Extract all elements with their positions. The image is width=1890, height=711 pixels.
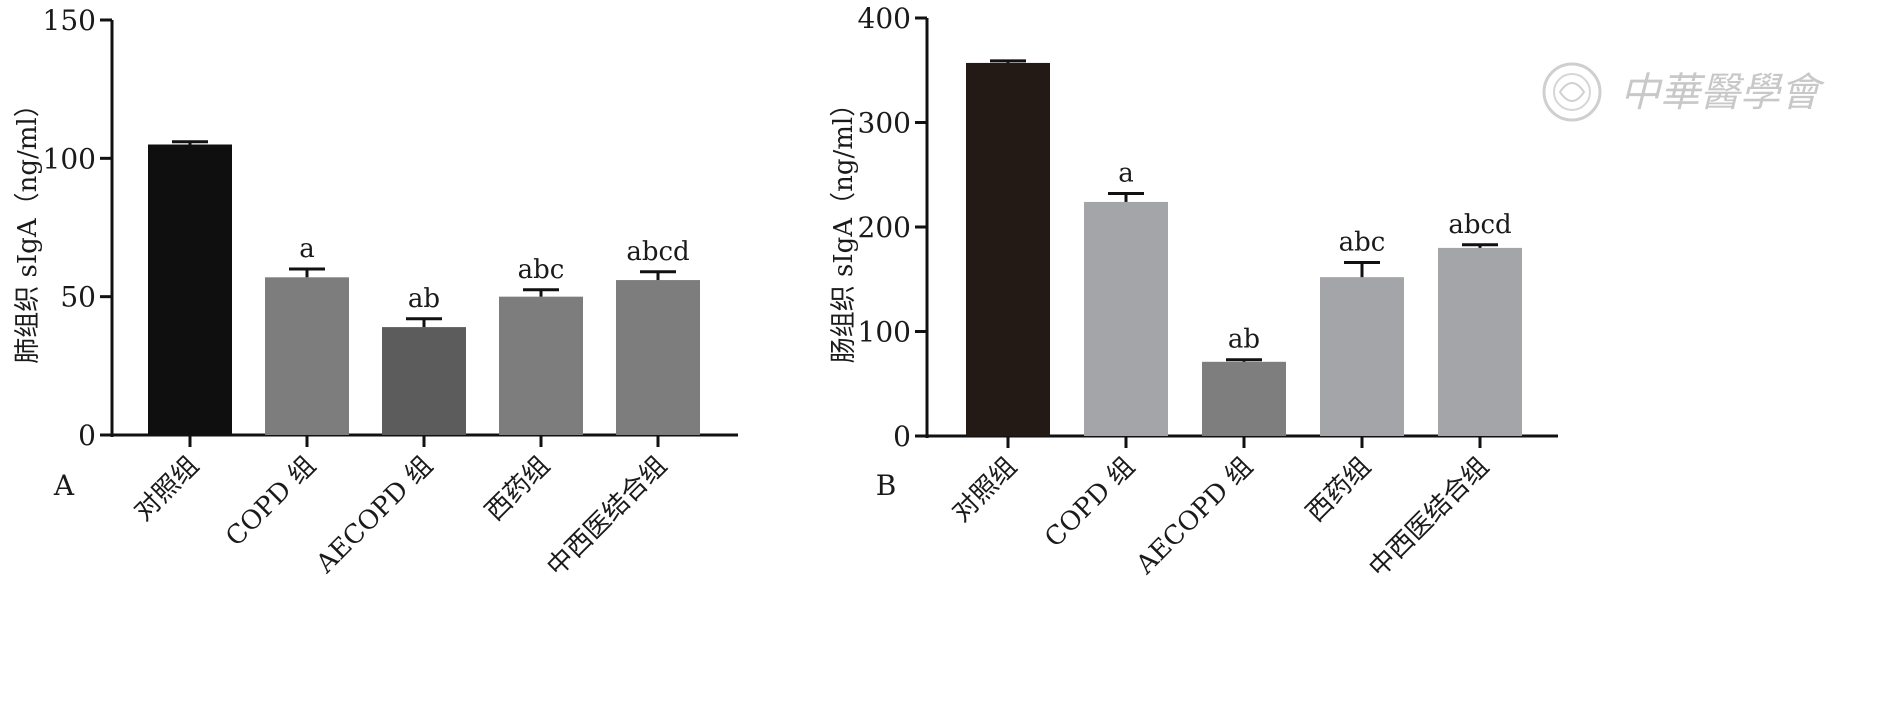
x-tick-label: AECOPD 组 <box>1130 452 1259 581</box>
y-axis-title: 肺组织 sIgA（ng/ml） <box>13 91 43 363</box>
y-tick-label: 50 <box>60 281 96 314</box>
bar <box>382 327 466 435</box>
watermark: 中華醫學會 <box>1542 62 1825 122</box>
x-tick-label: 对照组 <box>947 452 1023 528</box>
x-tick-label: 中西医结合组 <box>541 451 673 583</box>
x-tick-label: 西药组 <box>480 451 556 527</box>
panel-label: B <box>876 469 897 502</box>
x-tick-label: COPD 组 <box>1039 452 1141 554</box>
bar <box>1202 361 1286 436</box>
y-tick-label: 300 <box>858 107 911 140</box>
significance-label: abcd <box>1448 210 1511 240</box>
significance-label: ab <box>408 284 440 314</box>
bar <box>1438 247 1522 436</box>
significance-label: abc <box>518 255 565 285</box>
significance-label: abc <box>1339 228 1386 258</box>
x-tick-label: 中西医结合组 <box>1363 452 1495 584</box>
bar <box>616 280 700 435</box>
bar <box>499 296 583 435</box>
panel-label: A <box>53 469 75 502</box>
x-tick-label: 对照组 <box>129 451 205 527</box>
significance-label: a <box>299 234 315 264</box>
y-tick-label: 0 <box>78 419 96 452</box>
x-tick-label: COPD 组 <box>220 451 322 553</box>
chart-panel-a: 0 50 100 150 肺组织 sIgA（ng/ml） A 对照组 a COPD 组 ab AEC… <box>13 4 738 582</box>
bar <box>1320 277 1404 436</box>
bar <box>1084 201 1168 436</box>
y-tick-label: 200 <box>858 211 911 244</box>
significance-label: ab <box>1228 325 1260 355</box>
significance-label: a <box>1118 159 1134 189</box>
bar <box>265 277 349 435</box>
watermark-text: 中華醫學會 <box>1620 70 1825 116</box>
y-tick-label: 150 <box>43 4 96 37</box>
bar <box>148 144 232 435</box>
chart-panel-b: 0 100 200 300 400 肠组织 sIgA（ng/ml） B 对照组 a COPD 组 a… <box>829 2 1558 583</box>
y-tick-label: 400 <box>858 2 911 35</box>
x-tick-label: 西药组 <box>1301 452 1377 528</box>
y-tick-label: 0 <box>893 420 911 453</box>
bar <box>966 62 1050 437</box>
society-seal-icon <box>1542 62 1602 122</box>
y-tick-label: 100 <box>43 142 96 175</box>
x-tick-label: AECOPD 组 <box>310 451 439 580</box>
y-tick-label: 100 <box>858 316 911 349</box>
significance-label: abcd <box>626 237 689 267</box>
y-axis-title: 肠组织 sIgA（ng/ml） <box>829 91 859 363</box>
